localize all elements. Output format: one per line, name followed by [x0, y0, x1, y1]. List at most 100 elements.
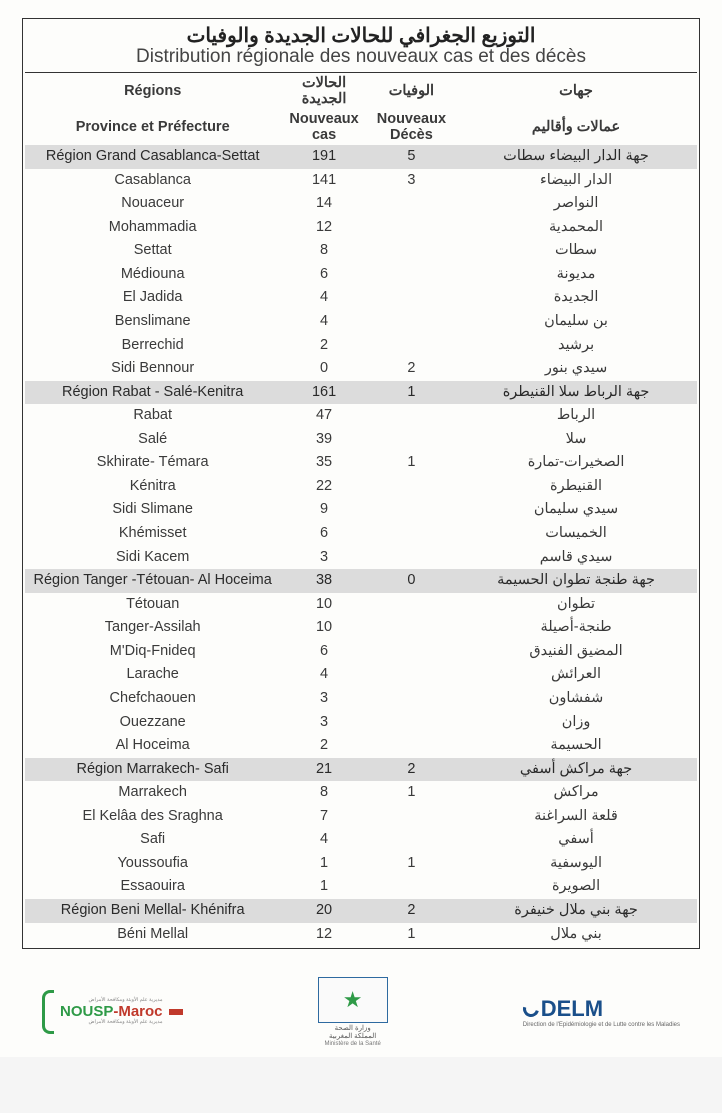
table-row: M'Diq-Fnideq6المضيق الفنيدق: [25, 640, 697, 664]
cell-deaths: 1: [368, 381, 455, 405]
region-row: Région Beni Mellal- Khénifra202جهة بني م…: [25, 899, 697, 923]
nousp-dash-icon: [169, 1009, 183, 1015]
cell-deaths: [368, 239, 455, 263]
cell-name-ar: اليوسفية: [455, 852, 697, 876]
hdr-regions-ar: جهات: [455, 73, 697, 109]
cell-cases: 3: [280, 546, 367, 570]
distribution-table: Régions الحالات الجديدة الوفيات جهات Pro…: [25, 73, 697, 946]
table-row: Sidi Bennour02سيدي بنور: [25, 357, 697, 381]
cell-name-ar: جهة الرباط سلا القنيطرة: [455, 381, 697, 405]
cell-name-fr: Sidi Bennour: [25, 357, 280, 381]
cell-name-ar: سيدي بنور: [455, 357, 697, 381]
nousp-text: NOUSP-Maroc: [60, 1003, 163, 1020]
delm-text: DELM: [523, 996, 680, 1022]
cell-name-fr: El Kelâa des Sraghna: [25, 805, 280, 829]
star-icon: ★: [343, 987, 363, 1013]
table-row: Kénitra22القنيطرة: [25, 475, 697, 499]
cell-name-fr: Marrakech: [25, 781, 280, 805]
cell-name-fr: Région Beni Mellal- Khénifra: [25, 899, 280, 923]
cell-cases: 6: [280, 263, 367, 287]
cell-cases: 35: [280, 451, 367, 475]
cell-cases: 21: [280, 758, 367, 782]
cell-name-ar: الرباط: [455, 404, 697, 428]
cell-name-ar: الخميسات: [455, 522, 697, 546]
table-body: Région Grand Casablanca-Settat1915جهة ال…: [25, 145, 697, 946]
cell-cases: 12: [280, 216, 367, 240]
cell-cases: 9: [280, 498, 367, 522]
delm-main: DELM: [541, 996, 603, 1022]
nousp-main: NOUSP: [60, 1003, 113, 1020]
cell-deaths: [368, 616, 455, 640]
cell-name-fr: Safi: [25, 828, 280, 852]
cell-name-ar: أسفي: [455, 828, 697, 852]
cell-name-ar: بن سليمان: [455, 310, 697, 334]
table-row: Chefchaouen3شفشاون: [25, 687, 697, 711]
hdr-deaths-fr: Nouveaux Décès: [368, 109, 455, 145]
ministry-emblem-icon: ★: [318, 977, 388, 1023]
table-row: Marrakech81مراكش: [25, 781, 697, 805]
cell-name-fr: Benslimane: [25, 310, 280, 334]
hdr-cases-fr: Nouveaux cas: [280, 109, 367, 145]
cell-cases: 1: [280, 852, 367, 876]
cell-deaths: [368, 711, 455, 735]
nousp-suffix: -Maroc: [113, 1003, 162, 1020]
title-french: Distribution régionale des nouveaux cas …: [25, 46, 697, 68]
cell-name-ar: النواصر: [455, 192, 697, 216]
cell-deaths: [368, 404, 455, 428]
cell-name-ar: سيدي قاسم: [455, 546, 697, 570]
cell-name-fr: Chefchaouen: [25, 687, 280, 711]
cell-cases: 38: [280, 569, 367, 593]
logo-ministry: ★ وزارة الصحة المملكة المغربية Ministère…: [318, 977, 388, 1046]
table-row: Mohammadia12المحمدية: [25, 216, 697, 240]
cell-name-ar: برشيد: [455, 334, 697, 358]
cell-deaths: 2: [368, 899, 455, 923]
table-header: Régions الحالات الجديدة الوفيات جهات Pro…: [25, 73, 697, 145]
cell-deaths: [368, 522, 455, 546]
cell-name-ar: المضيق الفنيدق: [455, 640, 697, 664]
cell-name-fr: Rabat: [25, 404, 280, 428]
cell-deaths: [368, 546, 455, 570]
cell-deaths: 1: [368, 781, 455, 805]
cell-name-fr: Région Marrakech- Safi: [25, 758, 280, 782]
cell-name-fr: Berrechid: [25, 334, 280, 358]
cell-name-ar: الصخيرات-تمارة: [455, 451, 697, 475]
logo-delm: DELM Direction de l'Epidémiologie et de …: [523, 996, 680, 1028]
hdr-deaths-ar: الوفيات: [368, 73, 455, 109]
cell-cases: 22: [280, 475, 367, 499]
cell-deaths: 1: [368, 923, 455, 947]
table-row: Khémisset6الخميسات: [25, 522, 697, 546]
cell-deaths: [368, 310, 455, 334]
cell-deaths: [368, 593, 455, 617]
table-row: El Kelâa des Sraghna7قلعة السراغنة: [25, 805, 697, 829]
cell-name-fr: Al Hoceima: [25, 734, 280, 758]
cell-deaths: 2: [368, 357, 455, 381]
table-row: Benslimane4بن سليمان: [25, 310, 697, 334]
cell-cases: 2: [280, 734, 367, 758]
table-row: Tanger-Assilah10طنجة-أصيلة: [25, 616, 697, 640]
cell-cases: 4: [280, 828, 367, 852]
table-row: Sidi Kacem3 سيدي قاسم: [25, 546, 697, 570]
nousp-sub2: مديرية علم الأوبئة ومكافحة الأمراض: [60, 1020, 163, 1025]
hdr-province-fr: Province et Préfecture: [25, 109, 280, 145]
cell-name-fr: Région Grand Casablanca-Settat: [25, 145, 280, 169]
table-row: Casablanca1413الدار البيضاء: [25, 169, 697, 193]
cell-name-fr: Région Tanger -Tétouan- Al Hoceima: [25, 569, 280, 593]
cell-name-ar: المحمدية: [455, 216, 697, 240]
cell-deaths: [368, 805, 455, 829]
region-row: Région Grand Casablanca-Settat1915جهة ال…: [25, 145, 697, 169]
cell-name-fr: Nouaceur: [25, 192, 280, 216]
cell-name-ar: طنجة-أصيلة: [455, 616, 697, 640]
cell-name-ar: جهة الدار البيضاء سطات: [455, 145, 697, 169]
cell-cases: 39: [280, 428, 367, 452]
cell-cases: 4: [280, 663, 367, 687]
cell-name-fr: Skhirate- Témara: [25, 451, 280, 475]
cell-name-fr: Sidi Kacem: [25, 546, 280, 570]
cell-cases: 3: [280, 711, 367, 735]
cell-cases: 47: [280, 404, 367, 428]
cell-name-fr: Tanger-Assilah: [25, 616, 280, 640]
table-row: Safi4 أسفي: [25, 828, 697, 852]
cell-name-fr: Settat: [25, 239, 280, 263]
table-container: التوزيع الجغرافي للحالات الجديدة والوفيا…: [22, 18, 700, 949]
cell-deaths: [368, 687, 455, 711]
ministry-sub: المملكة المغربية: [318, 1033, 388, 1041]
